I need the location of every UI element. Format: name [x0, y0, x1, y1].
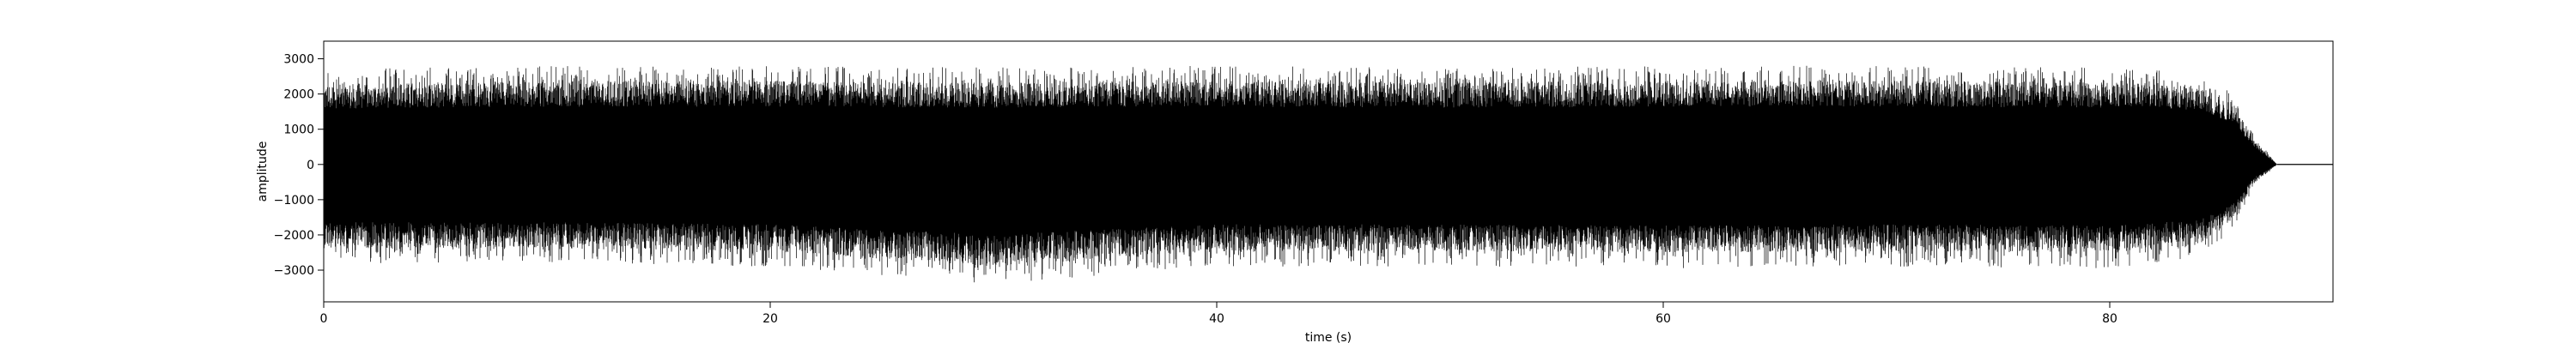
y-tick-label: 2000 [283, 88, 314, 102]
plot-frame [323, 40, 2334, 303]
x-axis-label: time (s) [1305, 331, 1352, 343]
x-tick-label: 60 [1656, 312, 1671, 326]
x-tick-label: 20 [762, 312, 778, 326]
x-tick-label: 40 [1209, 312, 1224, 326]
y-tick-label: −1000 [274, 194, 314, 208]
y-axis-label: amplitude [256, 141, 270, 202]
y-tick-label: 1000 [283, 123, 314, 137]
y-tick-label: 0 [307, 159, 314, 172]
y-tick-label: −3000 [274, 264, 314, 278]
x-tick-label: 80 [2102, 312, 2117, 326]
x-axis-ticks: 0 20 40 60 80 [320, 302, 2117, 326]
y-axis-ticks: −3000 −2000 −1000 0 1000 2000 3000 [274, 53, 324, 278]
x-tick-label: 0 [320, 312, 328, 326]
y-tick-label: −2000 [274, 229, 314, 243]
y-tick-label: 3000 [283, 53, 314, 67]
